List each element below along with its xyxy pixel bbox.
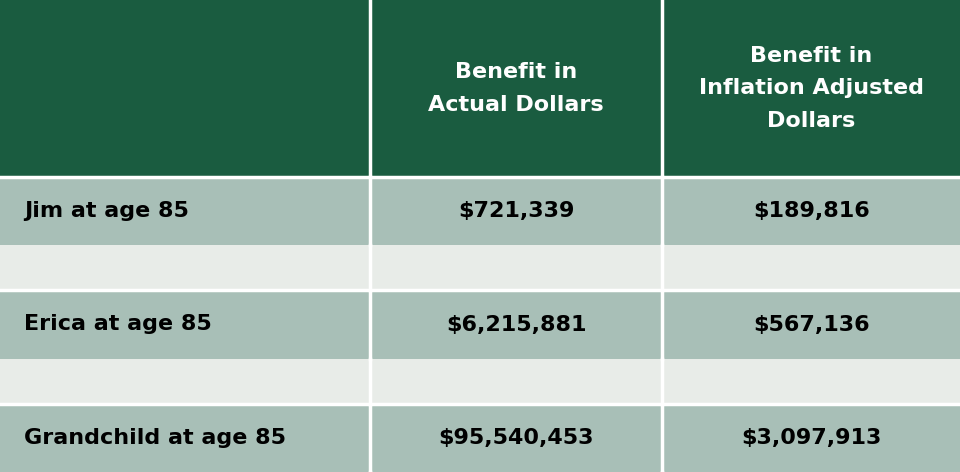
Text: Benefit in
Inflation Adjusted
Dollars: Benefit in Inflation Adjusted Dollars	[699, 46, 924, 131]
Bar	[0, 404, 960, 472]
Text: $721,339: $721,339	[458, 201, 574, 221]
Text: Grandchild at age 85: Grandchild at age 85	[24, 428, 286, 448]
Text: $189,816: $189,816	[753, 201, 870, 221]
Text: Erica at age 85: Erica at age 85	[24, 314, 212, 335]
Text: Benefit in
Actual Dollars: Benefit in Actual Dollars	[428, 62, 604, 115]
Bar	[0, 290, 960, 359]
Text: $3,097,913: $3,097,913	[741, 428, 881, 448]
Text: $6,215,881: $6,215,881	[445, 314, 587, 335]
Text: Jim at age 85: Jim at age 85	[24, 201, 189, 221]
Bar	[0, 0, 960, 177]
Bar	[0, 245, 960, 290]
Bar	[0, 359, 960, 404]
Text: $95,540,453: $95,540,453	[439, 428, 593, 448]
Bar	[0, 177, 960, 245]
Text: $567,136: $567,136	[753, 314, 870, 335]
